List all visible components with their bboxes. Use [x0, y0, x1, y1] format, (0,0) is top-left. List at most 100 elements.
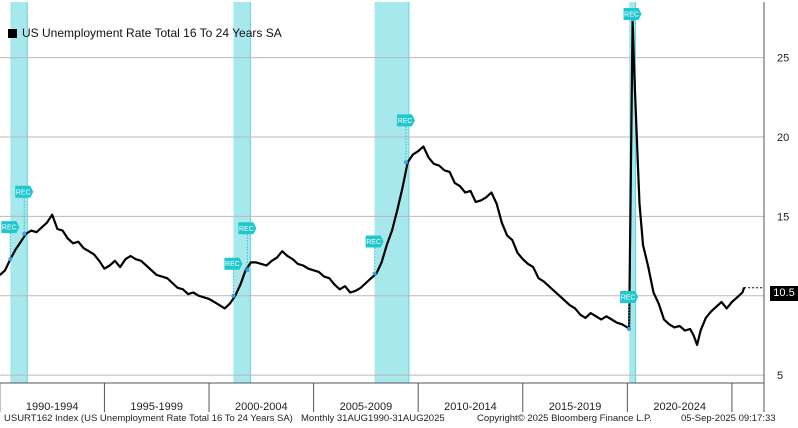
data-point-0-21 [108, 264, 111, 267]
x-tick-label-6: 2020-2024 [653, 401, 706, 413]
data-point-0-96 [501, 221, 503, 224]
data-point-0-114 [595, 315, 597, 318]
recession-band-2 [374, 2, 409, 383]
data-point-0-54 [281, 250, 284, 253]
data-point-0-48 [250, 261, 252, 264]
rec-marker-2-0-shape [365, 235, 384, 248]
data-point-0-85 [443, 169, 446, 172]
rec-marker-1-1-label: REC [239, 226, 254, 233]
data-point-0-105 [548, 285, 550, 287]
data-point-0-57 [297, 263, 299, 265]
data-point-0-26 [135, 258, 137, 260]
data-point-0-60 [312, 269, 315, 272]
rec-marker-3-0-shape [620, 291, 639, 304]
data-point-0-35 [182, 288, 184, 291]
data-point-0-56 [291, 258, 294, 260]
recession-markers: REC REC REC REC REC REC REC REC [1, 8, 642, 332]
recession-bands [10, 2, 637, 383]
data-point-0-59 [307, 267, 310, 270]
footer-ticker: USURT162 Index (US Unemployment Rate Tot… [4, 413, 293, 424]
data-point-0-141 [710, 310, 712, 313]
data-point-0-65 [338, 288, 341, 291]
data-point-0-10 [51, 213, 53, 216]
data-point-0-23 [119, 266, 121, 268]
data-point-0-0 [0, 274, 1, 276]
footer-copyright: Copyright© 2025 Bloomberg Finance L.P. [477, 413, 652, 424]
data-point-0-108 [563, 299, 566, 302]
rec-marker-2-1-shape [396, 114, 415, 127]
data-point-0-111 [579, 313, 582, 316]
data-point-0-18 [93, 253, 95, 256]
footer-range: Monthly 31AUG1990-31AUG2025 [301, 413, 445, 424]
rec-marker-1-1: REC [238, 222, 257, 235]
rec-marker-1-0-shape [224, 257, 243, 270]
rec-marker-1-0: REC [224, 257, 243, 270]
data-point-0-58 [302, 264, 304, 267]
rec-marker-2-1: REC [396, 114, 415, 127]
data-point-0-132 [668, 323, 670, 326]
data-point-0-112 [584, 317, 587, 319]
data-point-0-17 [87, 250, 90, 253]
data-point-0-124 [635, 118, 637, 121]
data-point-0-140 [704, 317, 707, 319]
data-point-0-113 [589, 312, 592, 314]
y-tick-label-5: 5 [777, 370, 783, 382]
data-point-0-91 [474, 201, 477, 203]
data-point-0-94 [490, 191, 493, 194]
legend-swatch [8, 28, 17, 38]
data-point-0-119 [621, 323, 623, 326]
data-point-0-126 [638, 202, 641, 205]
rec-marker-dot-0-0 [8, 257, 13, 262]
data-point-0-147 [741, 291, 744, 294]
rec-marker-0-0-label: REC [2, 225, 17, 232]
data-point-0-125 [637, 161, 639, 164]
data-point-0-82 [427, 156, 430, 159]
data-point-0-136 [689, 328, 691, 330]
data-point-0-93 [485, 196, 487, 199]
data-point-0-145 [731, 301, 733, 303]
data-point-0-131 [663, 318, 665, 321]
data-point-0-16 [82, 247, 85, 249]
data-point-0-29 [150, 269, 153, 272]
rec-marker-3-1-shape [623, 8, 642, 20]
rec-marker-3-0-label: REC [621, 295, 636, 302]
data-point-0-97 [506, 234, 508, 237]
data-point-0-110 [574, 307, 576, 310]
last-value-badge: 10.5 [770, 286, 798, 301]
data-point-0-118 [616, 321, 618, 324]
data-point-0-40 [208, 298, 210, 300]
rec-marker-dot-2-1 [403, 160, 408, 165]
data-point-0-70 [365, 282, 367, 284]
data-point-0-66 [344, 285, 346, 287]
rec-marker-2-0-label: REC [366, 239, 381, 246]
data-point-0-33 [171, 282, 174, 284]
data-point-0-103 [537, 277, 540, 280]
x-tick-label-2: 2000-2004 [235, 401, 288, 413]
data-point-0-36 [187, 293, 189, 295]
data-point-0-67 [349, 291, 352, 294]
data-point-0-130 [657, 302, 660, 305]
rec-marker-0-0: REC [1, 221, 20, 234]
data-point-0-146 [736, 296, 738, 299]
x-tick-label-4: 2010-2014 [444, 401, 497, 413]
data-point-0-3 [14, 248, 17, 251]
data-point-0-27 [140, 259, 142, 262]
data-point-0-15 [77, 240, 80, 243]
data-point-0-7 [35, 231, 38, 233]
data-point-0-77 [401, 186, 404, 189]
data-point-0-42 [218, 304, 221, 307]
data-point-0-19 [98, 259, 101, 262]
data-point-0-63 [328, 277, 331, 280]
data-point-0-4 [19, 240, 22, 243]
data-point-0-135 [684, 329, 686, 332]
rec-marker-0-1: REC [15, 185, 34, 198]
data-point-0-8 [40, 226, 43, 229]
data-point-0-25 [129, 255, 132, 257]
data-point-0-9 [46, 221, 48, 224]
rec-marker-dot-3-0 [627, 327, 632, 332]
data-point-0-13 [67, 237, 69, 240]
data-point-0-31 [161, 275, 163, 278]
legend-label: US Unemployment Rate Total 16 To 24 Year… [22, 26, 282, 40]
data-point-0-117 [610, 318, 613, 321]
data-point-0-139 [699, 329, 702, 332]
